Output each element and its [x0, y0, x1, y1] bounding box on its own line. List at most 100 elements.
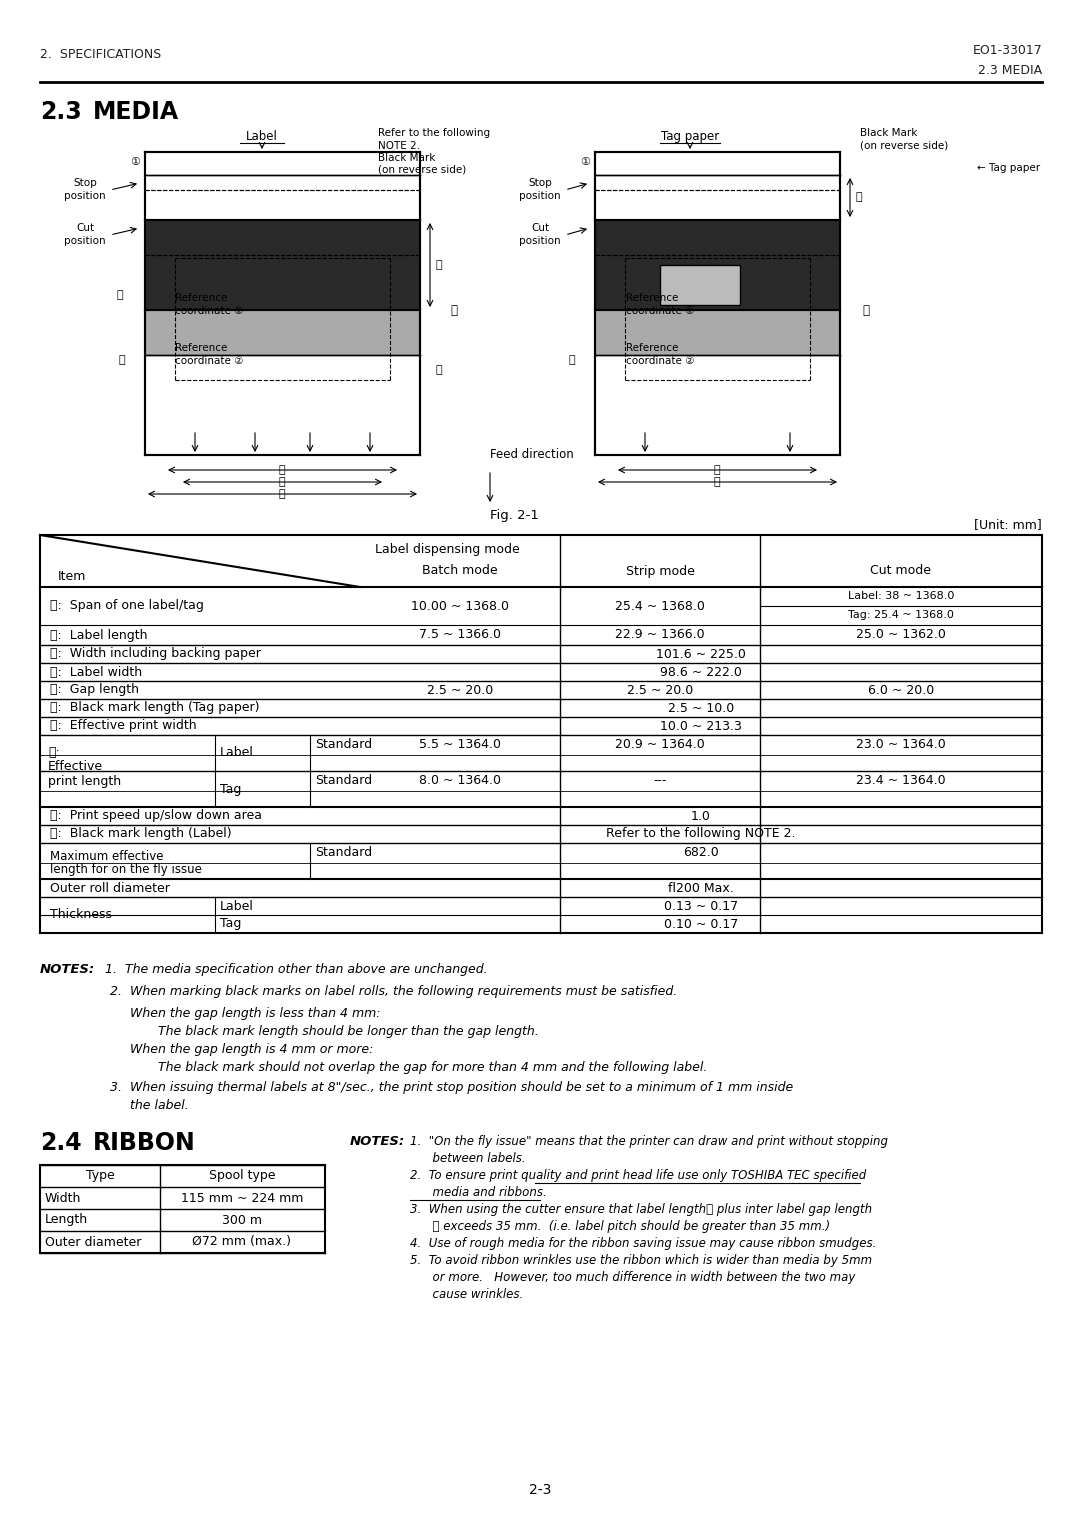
Text: Ⓑ: Ⓑ	[436, 364, 443, 375]
Text: ①: ①	[580, 157, 590, 168]
Text: 0.13 ~ 0.17: 0.13 ~ 0.17	[664, 900, 738, 912]
Text: Label: Label	[220, 747, 254, 759]
Text: 2.4: 2.4	[40, 1132, 82, 1154]
Text: NOTE 2.: NOTE 2.	[378, 140, 420, 151]
Text: 6.0 ~ 20.0: 6.0 ~ 20.0	[868, 683, 934, 697]
Text: 115 mm ~ 224 mm: 115 mm ~ 224 mm	[180, 1191, 303, 1205]
Text: 682.0: 682.0	[684, 846, 719, 860]
Text: Ⓗ:: Ⓗ:	[48, 747, 59, 759]
Text: Ⓖ:  Effective print width: Ⓖ: Effective print width	[50, 720, 197, 732]
Text: When the gap length is less than 4 mm:: When the gap length is less than 4 mm:	[130, 1006, 380, 1020]
Text: Tag: Tag	[220, 918, 241, 930]
Text: Ⓕ: Ⓕ	[856, 192, 863, 201]
Text: NOTES:: NOTES:	[350, 1135, 405, 1148]
Text: between labels.: between labels.	[410, 1151, 526, 1165]
Text: Black Mark: Black Mark	[378, 152, 435, 163]
Text: RIBBON: RIBBON	[93, 1132, 195, 1154]
Text: media and ribbons.: media and ribbons.	[410, 1186, 546, 1199]
Text: ①: ①	[130, 157, 140, 168]
Text: 2.3 MEDIA: 2.3 MEDIA	[977, 64, 1042, 76]
Text: 2.  To ensure print quality and print head life use only TOSHIBA TEC specified: 2. To ensure print quality and print hea…	[410, 1170, 866, 1182]
Text: print length: print length	[48, 775, 121, 787]
Text: Strip mode: Strip mode	[625, 564, 694, 578]
Text: 2.  SPECIFICATIONS: 2. SPECIFICATIONS	[40, 49, 161, 61]
Text: 5.5 ~ 1364.0: 5.5 ~ 1364.0	[419, 738, 501, 752]
Text: or more.   However, too much difference in width between the two may: or more. However, too much difference in…	[410, 1270, 855, 1284]
Text: 1.0: 1.0	[691, 810, 711, 822]
Text: Reference: Reference	[175, 293, 228, 303]
Text: Ⓒ: Ⓒ	[279, 490, 285, 499]
Text: Width: Width	[45, 1191, 81, 1205]
Text: Ⓐ: Ⓐ	[862, 303, 869, 317]
Text: Ⓔ exceeds 35 mm.  (i.e. label pitch should be greater than 35 mm.): Ⓔ exceeds 35 mm. (i.e. label pitch shoul…	[410, 1220, 831, 1234]
Text: 5.  To avoid ribbon wrinkles use the ribbon which is wider than media by 5mm: 5. To avoid ribbon wrinkles use the ribb…	[410, 1254, 873, 1267]
Text: [Unit: mm]: [Unit: mm]	[974, 518, 1042, 532]
Text: Stop: Stop	[528, 178, 552, 188]
Text: ⓙ: ⓙ	[117, 290, 123, 300]
Text: cause wrinkles.: cause wrinkles.	[410, 1289, 523, 1301]
Text: Maximum effective: Maximum effective	[50, 849, 163, 863]
Text: Length: Length	[45, 1214, 89, 1226]
Text: 2-3: 2-3	[529, 1482, 551, 1498]
Text: 23.0 ~ 1364.0: 23.0 ~ 1364.0	[856, 738, 946, 752]
Text: position: position	[519, 191, 561, 201]
Text: 101.6 ~ 225.0: 101.6 ~ 225.0	[656, 648, 746, 660]
Text: The black mark should not overlap the gap for more than 4 mm and the following l: The black mark should not overlap the ga…	[158, 1061, 707, 1074]
Text: The black mark length should be longer than the gap length.: The black mark length should be longer t…	[158, 1025, 539, 1039]
Text: Ø72 mm (max.): Ø72 mm (max.)	[192, 1235, 292, 1249]
Text: 2.3: 2.3	[40, 101, 82, 124]
Text: 0.10 ~ 0.17: 0.10 ~ 0.17	[664, 918, 738, 930]
Text: coordinate ②: coordinate ②	[175, 355, 243, 366]
Text: Thickness: Thickness	[50, 909, 112, 921]
Text: 2.5 ~ 20.0: 2.5 ~ 20.0	[626, 683, 693, 697]
Text: Ⓐ:  Span of one label/tag: Ⓐ: Span of one label/tag	[50, 599, 204, 613]
Text: Type: Type	[85, 1170, 114, 1182]
Text: 2.5 ~ 20.0: 2.5 ~ 20.0	[427, 683, 494, 697]
Text: Tag: Tag	[220, 782, 241, 796]
Text: Reference: Reference	[626, 343, 678, 352]
Bar	[145, 310, 420, 355]
Text: Ⓒ:  Width including backing paper: Ⓒ: Width including backing paper	[50, 648, 261, 660]
Text: Label: Label	[220, 900, 254, 912]
Bar	[660, 265, 740, 305]
Bar	[595, 220, 840, 310]
Text: Stop: Stop	[73, 178, 97, 188]
Text: 22.9 ~ 1366.0: 22.9 ~ 1366.0	[616, 628, 705, 642]
Bar	[595, 310, 840, 355]
Text: Label dispensing mode: Label dispensing mode	[375, 543, 519, 555]
Text: Ⓗ: Ⓗ	[569, 355, 576, 364]
Text: Ⓖ: Ⓖ	[714, 465, 720, 474]
Text: NOTES:: NOTES:	[40, 962, 95, 976]
Text: length for on the fly issue: length for on the fly issue	[50, 863, 202, 875]
Text: Standard: Standard	[315, 846, 373, 860]
Text: 7.5 ~ 1366.0: 7.5 ~ 1366.0	[419, 628, 501, 642]
Text: 3.  When issuing thermal labels at 8"/sec., the print stop position should be se: 3. When issuing thermal labels at 8"/sec…	[110, 1081, 793, 1093]
Text: position: position	[64, 191, 106, 201]
Text: ⓓ: ⓓ	[279, 477, 285, 486]
Text: fl200 Max.: fl200 Max.	[669, 881, 734, 895]
Text: Effective: Effective	[48, 761, 103, 773]
Text: Cut: Cut	[531, 223, 549, 233]
Text: Ⓒ: Ⓒ	[714, 477, 720, 486]
Text: ⓘ:  Print speed up/slow down area: ⓘ: Print speed up/slow down area	[50, 810, 262, 822]
Text: Black Mark: Black Mark	[860, 128, 917, 137]
Text: MEDIA: MEDIA	[93, 101, 179, 124]
Text: coordinate ①: coordinate ①	[175, 307, 243, 316]
Text: 2.5 ~ 10.0: 2.5 ~ 10.0	[667, 702, 734, 715]
Text: 300 m: 300 m	[222, 1214, 262, 1226]
Text: Feed direction: Feed direction	[490, 448, 573, 462]
Text: Batch mode: Batch mode	[422, 564, 498, 578]
Text: Ⓖ: Ⓖ	[279, 465, 285, 474]
Text: Standard: Standard	[315, 738, 373, 752]
Text: Outer roll diameter: Outer roll diameter	[50, 881, 170, 895]
Text: Label: Label	[246, 130, 278, 143]
Text: 10.0 ~ 213.3: 10.0 ~ 213.3	[660, 720, 742, 732]
Text: Item: Item	[58, 570, 86, 584]
Text: 25.0 ~ 1362.0: 25.0 ~ 1362.0	[856, 628, 946, 642]
Text: Reference: Reference	[175, 343, 228, 352]
Text: Fig. 2-1: Fig. 2-1	[490, 508, 539, 522]
Text: ⓙ:  Black mark length (Label): ⓙ: Black mark length (Label)	[50, 828, 231, 840]
Text: Refer to the following: Refer to the following	[378, 128, 490, 137]
Text: 98.6 ~ 222.0: 98.6 ~ 222.0	[660, 665, 742, 679]
Text: 1.  The media specification other than above are unchanged.: 1. The media specification other than ab…	[105, 962, 488, 976]
